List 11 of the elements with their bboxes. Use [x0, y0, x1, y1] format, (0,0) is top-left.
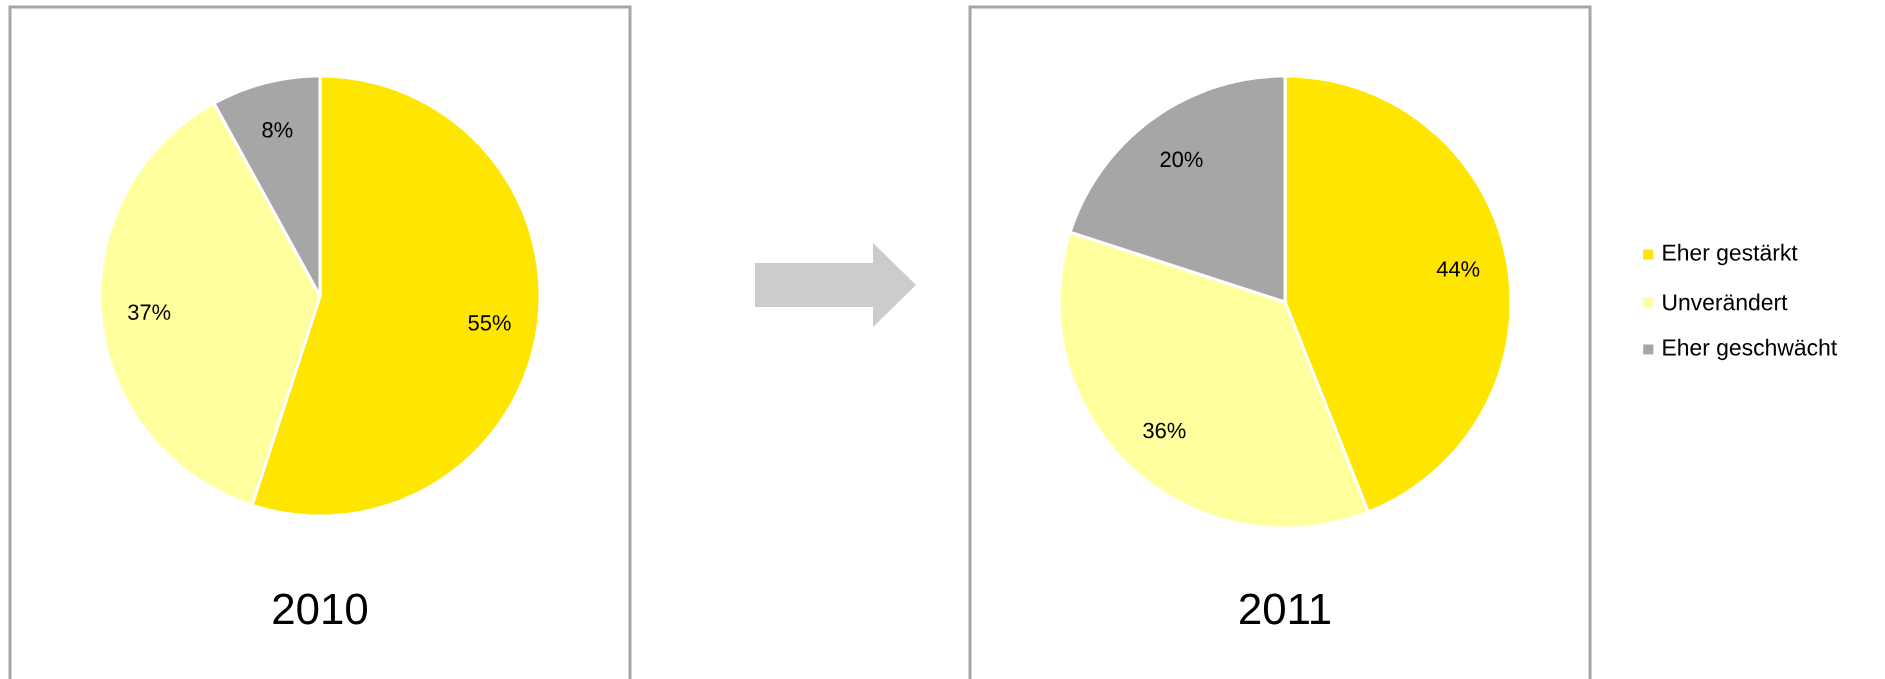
legend-label: Unverändert [1663, 293, 1788, 311]
data-label: 44% [1436, 261, 1480, 277]
text: 2011 [1240, 593, 1330, 625]
data-label: 36% [1143, 422, 1186, 439]
data-label: 37% [128, 304, 171, 320]
data-label: 20% [1160, 151, 1203, 168]
data-label: 8% [262, 122, 293, 138]
legend-label: Eher geschwächt [1663, 338, 1837, 361]
data-label: 55% [468, 315, 511, 331]
legend-label: Eher gestärkt [1663, 243, 1798, 266]
text: 2010 [273, 593, 368, 625]
